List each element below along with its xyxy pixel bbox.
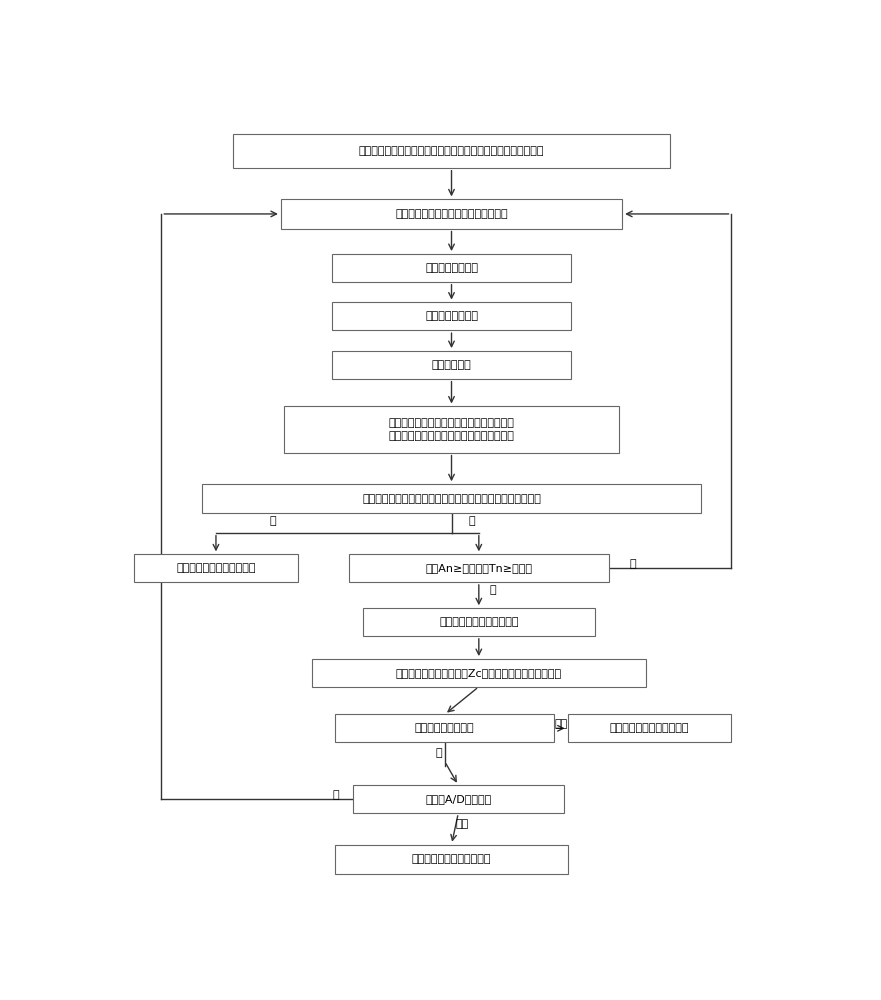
Text: 否: 否 <box>469 516 476 526</box>
Bar <box>281 199 622 229</box>
Bar <box>332 351 571 379</box>
Bar <box>285 406 618 453</box>
Bar <box>336 714 554 742</box>
Text: 处理器将补偿后的温度值通过第一无线收发
模块和第二无线收发模块发送给所述上位机: 处理器将补偿后的温度值通过第一无线收发 模块和第二无线收发模块发送给所述上位机 <box>389 418 515 441</box>
Text: 故障: 故障 <box>455 819 469 829</box>
Bar <box>134 554 298 582</box>
Bar <box>332 254 571 282</box>
Bar <box>233 134 670 168</box>
Text: 处理器A/D功能自检: 处理器A/D功能自检 <box>426 794 492 804</box>
Bar <box>312 659 646 687</box>
Text: 处理器驱动声光报警器报警: 处理器驱动声光报警器报警 <box>411 854 492 864</box>
Text: 故障: 故障 <box>554 719 567 729</box>
Text: 是: 是 <box>270 516 276 526</box>
Bar <box>349 554 609 582</box>
Text: 处理器驱动声光报警器报警: 处理器驱动声光报警器报警 <box>176 563 255 573</box>
Bar <box>332 302 571 330</box>
Text: 处理器驱动声光报警器报警: 处理器驱动声光报警器报警 <box>610 723 689 733</box>
Text: 否: 否 <box>629 559 636 569</box>
Text: 计算温度补偿参数: 计算温度补偿参数 <box>425 311 478 321</box>
Bar <box>363 608 595 636</box>
Text: 判断补偿后的温度值大于等于温度设定值的时间是否达到阈值: 判断补偿后的温度值大于等于温度设定值的时间是否达到阈值 <box>362 494 541 504</box>
Bar <box>336 845 567 874</box>
Text: 处理器驱动声光报警器报警: 处理器驱动声光报警器报警 <box>439 617 519 627</box>
Text: 处理器内存故障自检: 处理器内存故障自检 <box>415 723 475 733</box>
Bar <box>567 714 731 742</box>
Text: 获取有效温度数列: 获取有效温度数列 <box>425 263 478 273</box>
Text: 判断An≥设定值或Tn≥设定值: 判断An≥设定值或Tn≥设定值 <box>426 563 532 573</box>
Text: 处理器将补偿后的温度值Zc的发送给显示装置进行显示: 处理器将补偿后的温度值Zc的发送给显示装置进行显示 <box>396 668 562 678</box>
Text: 进行温度补偿: 进行温度补偿 <box>432 360 471 370</box>
Text: 通过温度传感器采集铝电解槽槽体温度: 通过温度传感器采集铝电解槽槽体温度 <box>396 209 507 219</box>
Text: 否: 否 <box>436 748 442 758</box>
Text: 否: 否 <box>332 790 339 800</box>
Bar <box>352 785 564 813</box>
Text: 在铝电解槽槽体上设置温度传感器，设定温度传感器的巡检时间: 在铝电解槽槽体上设置温度传感器，设定温度传感器的巡检时间 <box>359 146 544 156</box>
Bar <box>203 484 700 513</box>
Text: 是: 是 <box>489 585 496 595</box>
